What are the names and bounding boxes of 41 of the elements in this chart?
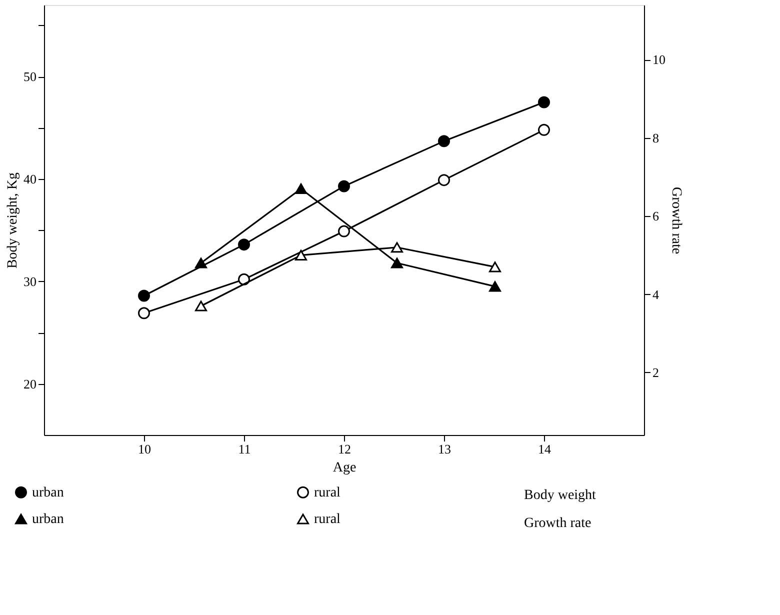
point <box>538 96 550 108</box>
y2-axis-title: Growth rate <box>668 186 684 254</box>
point <box>238 273 250 286</box>
point <box>195 258 207 268</box>
y2-tick-label: 8 <box>652 130 659 146</box>
text: Body weight <box>524 488 596 503</box>
x-tick-label: 10 <box>138 442 151 456</box>
legend-label: rural <box>314 485 341 500</box>
point <box>391 258 403 268</box>
point <box>338 225 350 238</box>
x-tick-label: 11 <box>238 442 251 456</box>
point <box>295 250 307 260</box>
y-tick-label: 50 <box>24 69 36 84</box>
point <box>138 307 150 320</box>
point <box>489 281 501 292</box>
point <box>391 242 403 253</box>
y-tick-label: 40 <box>24 172 36 187</box>
y-tick-label: 20 <box>24 376 36 392</box>
x-tick-label: 12 <box>338 442 351 456</box>
legend-label: rural <box>314 512 341 527</box>
text: Growth rate <box>524 516 592 531</box>
x-axis-title: Age <box>332 460 356 476</box>
x-tick-label: 14 <box>538 442 552 456</box>
point <box>438 135 450 148</box>
y-tick-label: 30 <box>24 274 36 289</box>
point <box>538 124 550 136</box>
point <box>438 174 450 186</box>
legend-label: urban <box>32 485 64 500</box>
legend-label: urban <box>32 512 64 527</box>
x-tick-label: 13 <box>438 442 451 456</box>
point <box>489 262 501 272</box>
point <box>295 183 307 194</box>
y2-tick-label: 6 <box>652 208 660 224</box>
point <box>195 300 207 312</box>
point <box>338 180 350 192</box>
point <box>138 290 150 302</box>
y2-tick-label: 10 <box>652 52 666 68</box>
y-axis-title: Body weight, Kg <box>6 172 20 269</box>
point <box>238 238 250 251</box>
y2-tick-label: 2 <box>652 364 659 380</box>
y2-tick-label: 4 <box>652 286 660 302</box>
